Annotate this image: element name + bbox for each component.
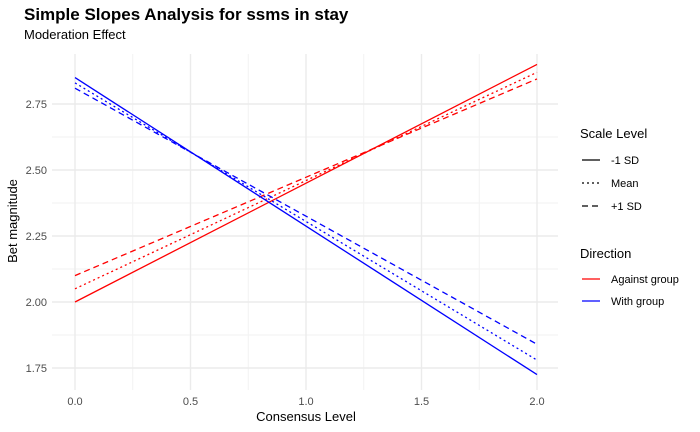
series-line-with-group-dashed: [74, 87, 538, 345]
legend-label-scale: +1 SD: [611, 201, 642, 213]
legend-color-entries: Against group With group: [582, 274, 679, 308]
series-line-against-group-solid: [74, 63, 538, 303]
legend-title-direction: Direction: [580, 246, 631, 261]
legend-title-scale-level: Scale Level: [580, 126, 647, 141]
y-axis-ticks: 1.75 2.00 2.25 2.50 2.75: [26, 99, 47, 375]
y-tick-label: 2.25: [26, 231, 47, 243]
y-tick-label: 2.75: [26, 99, 47, 111]
y-axis-label: Bet magnitude: [5, 179, 20, 263]
y-tick-label: 2.00: [26, 297, 47, 309]
legend: Scale Level -1 SD Mean +1 SD Direction Aga…: [580, 126, 679, 308]
x-tick-label: 2.0: [529, 396, 544, 408]
legend-label-scale: -1 SD: [611, 155, 639, 167]
grid-lines: [52, 54, 558, 390]
legend-label-direction: With group: [611, 296, 664, 308]
x-tick-label: 0.5: [183, 396, 198, 408]
x-tick-label: 1.0: [298, 396, 313, 408]
y-tick-label: 1.75: [26, 363, 47, 375]
chart-subtitle: Moderation Effect: [24, 27, 126, 42]
series-line-with-group-solid: [74, 77, 538, 376]
legend-label-scale: Mean: [611, 178, 639, 190]
x-axis-ticks: 0.0 0.5 1.0 1.5 2.0: [67, 396, 544, 408]
x-tick-label: 1.5: [414, 396, 429, 408]
series-line-against-group-dotted: [74, 71, 538, 290]
series-lines: [74, 63, 538, 376]
x-axis-label: Consensus Level: [256, 409, 356, 424]
series-line-against-group-dashed: [74, 78, 538, 277]
y-tick-label: 2.50: [26, 165, 47, 177]
chart-title: Simple Slopes Analysis for ssms in stay: [24, 5, 349, 24]
legend-label-direction: Against group: [611, 274, 679, 286]
x-tick-label: 0.0: [67, 396, 82, 408]
legend-linetype-entries: -1 SD Mean +1 SD: [582, 155, 642, 213]
